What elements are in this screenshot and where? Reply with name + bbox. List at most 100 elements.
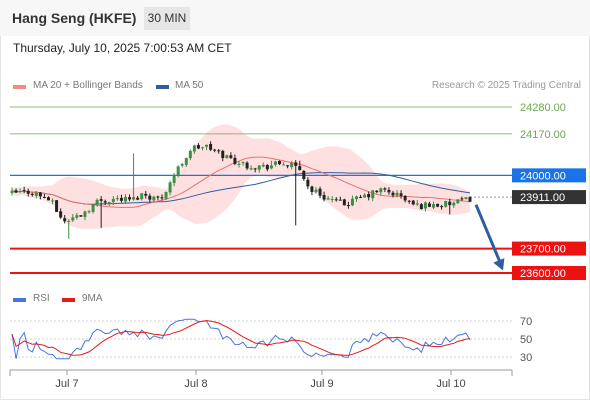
candles: [10, 141, 472, 239]
ma50-legend-label: MA 50: [175, 80, 204, 91]
candle-body: [375, 190, 379, 193]
timeframe-badge[interactable]: 30 MIN: [144, 7, 190, 30]
candle-body: [71, 217, 75, 221]
candle-body: [261, 164, 265, 167]
candle-body: [225, 155, 229, 159]
level-label-23911-00: 23911.00: [512, 190, 586, 205]
candle-body: [350, 198, 354, 206]
candle: [342, 198, 346, 206]
x-tick-label: Jul 10: [436, 378, 465, 390]
candle: [350, 195, 354, 207]
candle-body: [346, 205, 350, 207]
candle-body: [148, 195, 152, 200]
candle-body: [128, 197, 132, 200]
candle: [334, 197, 338, 202]
candle: [253, 167, 257, 173]
candle-body: [359, 196, 363, 198]
candle-body: [371, 190, 375, 199]
candle: [140, 193, 144, 201]
candle: [440, 204, 444, 210]
candle: [298, 160, 302, 171]
candle: [310, 185, 314, 196]
level-label-23700-00-text: 23700.00: [520, 244, 566, 256]
candle: [322, 191, 326, 202]
level-label-23911-00-text: 23911.00: [520, 192, 565, 204]
candle: [261, 162, 265, 168]
candle-body: [237, 163, 241, 165]
candle-body: [229, 155, 233, 158]
candle-body: [176, 166, 180, 175]
candle: [363, 193, 367, 198]
candle-body: [452, 202, 456, 206]
candle-body: [444, 201, 448, 207]
candle-body: [213, 149, 217, 151]
candle-body: [205, 144, 209, 147]
candle-body: [367, 194, 371, 198]
candle: [205, 144, 209, 151]
candle-body: [379, 188, 383, 193]
candle: [355, 195, 359, 202]
candle-body: [221, 150, 225, 159]
candle-body: [188, 150, 192, 159]
candle: [132, 153, 136, 201]
candle-body: [160, 197, 164, 199]
candle-body: [132, 197, 136, 200]
candle-body: [355, 196, 359, 200]
candle: [432, 201, 436, 210]
candle-body: [342, 199, 346, 206]
ma20-line: [11, 156, 471, 209]
candle-body: [75, 215, 79, 218]
candle: [192, 144, 196, 154]
candle: [184, 157, 188, 167]
bollinger-bands: [12, 124, 470, 229]
candle-body: [115, 198, 119, 200]
candle-body: [22, 190, 26, 192]
candle: [148, 193, 152, 203]
candle: [160, 194, 164, 201]
level-label-24280-00: 24280.00: [520, 102, 566, 114]
candle-body: [63, 218, 67, 222]
candle: [119, 194, 123, 203]
candle: [22, 186, 26, 194]
candle: [456, 199, 460, 204]
candle-body: [330, 199, 334, 201]
forecast-arrow-head: [493, 258, 505, 271]
candle-body: [192, 145, 196, 152]
candle-body: [99, 199, 103, 201]
candle: [10, 187, 14, 196]
candle: [399, 190, 403, 199]
candle-body: [67, 220, 71, 222]
candle: [314, 187, 318, 194]
rsi-9ma-line: [11, 320, 471, 356]
candle: [75, 213, 79, 220]
candle-body: [253, 168, 257, 170]
candle-body: [294, 162, 298, 166]
candle: [359, 194, 363, 199]
candle-body: [123, 196, 127, 202]
candle: [95, 198, 99, 207]
candle-body: [273, 161, 277, 165]
candle-body: [460, 198, 464, 200]
candle: [136, 195, 140, 201]
candle: [59, 208, 63, 219]
candle: [128, 194, 132, 202]
candle-body: [326, 198, 330, 200]
candle-body: [164, 192, 168, 199]
candle-body: [440, 206, 444, 208]
candle: [383, 187, 387, 193]
candle-body: [196, 145, 200, 149]
candle-body: [111, 198, 115, 202]
candle: [71, 213, 75, 222]
candle-body: [152, 196, 156, 201]
candle: [144, 190, 148, 199]
candle: [103, 199, 107, 206]
forecast-arrow-shaft: [474, 204, 503, 266]
candle: [180, 162, 184, 168]
level-label-23700-00: 23700.00: [512, 241, 586, 256]
candle: [330, 196, 334, 203]
candle: [306, 177, 310, 190]
candle: [371, 189, 375, 202]
candle: [55, 199, 59, 213]
candle-body: [136, 197, 140, 200]
rsi-tick-70: 70: [520, 316, 532, 328]
